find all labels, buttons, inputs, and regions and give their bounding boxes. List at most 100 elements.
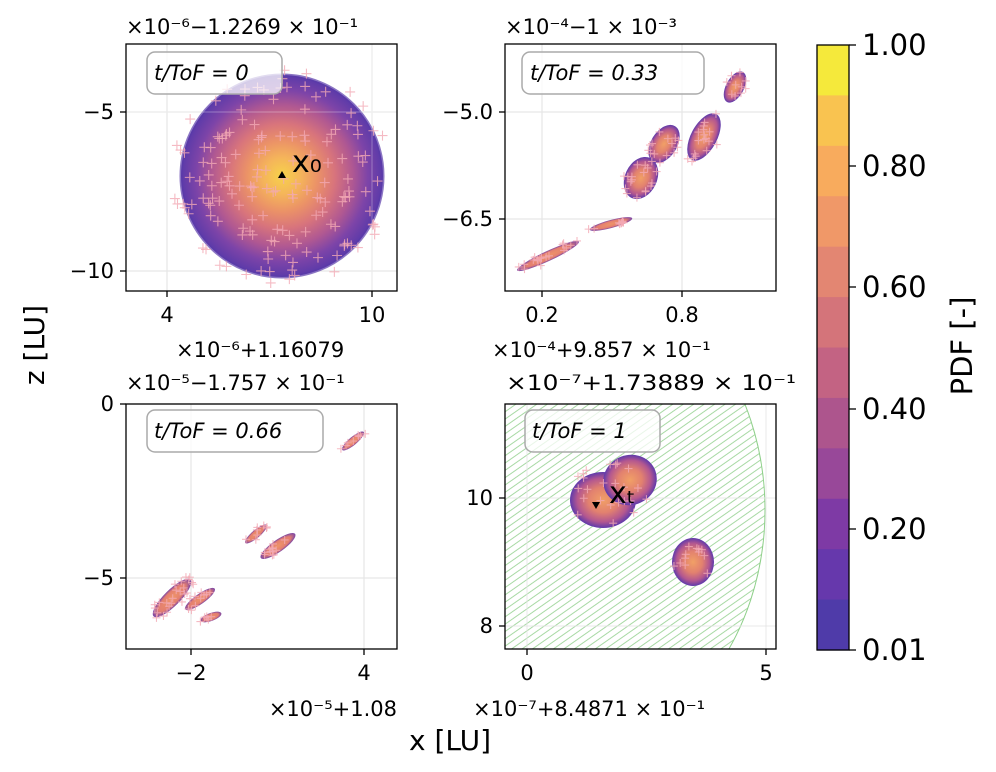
sample-point — [619, 483, 628, 492]
sample-point — [573, 472, 582, 481]
sample-point — [361, 429, 370, 438]
sample-point — [287, 131, 298, 142]
y-tick-label: −5.0 — [442, 100, 493, 124]
sample-point — [253, 531, 262, 540]
sample-point — [247, 191, 258, 202]
sample-point — [203, 169, 214, 180]
sample-point — [633, 484, 642, 493]
target-state-marker — [592, 502, 600, 509]
annotation-box — [146, 409, 324, 453]
y-tick-label: −6.5 — [442, 207, 493, 231]
sample-point — [237, 114, 248, 125]
sample-point — [301, 247, 312, 258]
sample-point — [272, 224, 283, 235]
sample-point — [609, 519, 618, 528]
sample-point — [206, 180, 217, 191]
sample-point — [184, 604, 193, 613]
sample-point — [249, 119, 260, 130]
sample-point — [227, 188, 238, 199]
sample-point — [299, 130, 310, 141]
sample-point — [377, 130, 388, 141]
sample-point — [364, 206, 375, 217]
sample-point — [153, 608, 162, 617]
sample-point — [614, 498, 623, 507]
sample-point — [284, 230, 295, 241]
sample-point — [339, 239, 350, 250]
sample-point — [182, 588, 191, 597]
sample-point — [230, 149, 241, 160]
pdf-blob — [184, 587, 216, 611]
axis-offset-label: ×10⁻⁷+8.4871 × 10⁻¹ — [473, 697, 705, 721]
colorbar-label: PDF [-] — [945, 297, 979, 396]
sample-point — [337, 153, 348, 164]
sample-point — [322, 157, 333, 168]
sample-point — [150, 600, 159, 609]
sample-point — [299, 104, 310, 115]
colorbar-band — [817, 95, 849, 147]
sample-point — [321, 136, 332, 147]
sample-point — [263, 254, 274, 265]
panel-bottom-right: xₜ t/ToF = 1 0 5 10 8 ×10⁻⁴+9.857 × 10⁻¹… — [466, 338, 796, 721]
sample-point — [288, 155, 299, 166]
x-tick-label: 10 — [359, 303, 386, 327]
sample-point — [198, 157, 209, 168]
sample-point — [596, 496, 605, 505]
sample-point — [200, 613, 209, 622]
sample-point — [711, 109, 720, 118]
sample-point — [222, 176, 233, 187]
sample-point — [330, 124, 341, 135]
sample-point — [198, 193, 209, 204]
sample-point — [326, 129, 337, 140]
sample-point — [690, 149, 699, 158]
colorbar-tick-label: 1.00 — [862, 28, 927, 62]
sample-point — [606, 460, 615, 469]
y-tick-label: −10 — [70, 259, 114, 283]
sample-point — [727, 71, 736, 80]
sample-point — [259, 521, 268, 530]
sample-points — [514, 68, 750, 274]
sample-point — [268, 186, 279, 197]
y-tick-label: 0 — [101, 392, 114, 416]
sample-point — [210, 95, 221, 106]
pdf-blob — [260, 532, 296, 560]
sample-point — [183, 208, 194, 219]
pdf-blob — [244, 524, 268, 544]
sample-point — [268, 539, 277, 548]
sample-point — [241, 269, 252, 280]
sample-point — [712, 140, 721, 149]
sample-point — [619, 218, 628, 227]
sample-point — [626, 496, 635, 505]
sample-point — [741, 76, 750, 85]
sample-point — [700, 130, 709, 139]
sample-point — [291, 238, 302, 249]
sample-point — [212, 216, 223, 227]
sample-point — [573, 236, 582, 245]
sample-point — [248, 182, 259, 193]
sample-point — [606, 500, 615, 509]
panel-top-left: x₀ t/ToF = 0 4 10 −5 −10 ×10⁻⁶−1.2269 × … — [70, 15, 398, 327]
sample-point — [266, 235, 277, 246]
time-annotation: t/ToF = 0.33 — [530, 61, 658, 85]
x-tick-label: 5 — [759, 661, 772, 685]
colorbar-band — [817, 599, 849, 651]
sample-point — [357, 157, 368, 168]
sample-point — [203, 198, 214, 209]
sample-point — [202, 590, 211, 599]
sample-points — [169, 65, 388, 288]
sample-point — [340, 192, 351, 203]
sample-point — [736, 89, 745, 98]
sample-point — [214, 260, 225, 271]
sample-point — [558, 240, 567, 249]
sample-point — [559, 239, 568, 248]
y-axis-label: z [LU] — [18, 305, 51, 385]
sample-point — [647, 157, 656, 166]
sample-point — [188, 578, 197, 587]
colorbar-band — [817, 448, 849, 500]
sample-point — [264, 266, 275, 277]
sample-point — [234, 181, 245, 192]
marker-label-x0: x₀ — [292, 145, 322, 180]
sample-point — [176, 587, 185, 596]
axis-offset-label: ×10⁻⁵+1.08 — [269, 697, 397, 721]
sample-point — [372, 176, 383, 187]
marker-label-xt: xₜ — [609, 476, 636, 511]
